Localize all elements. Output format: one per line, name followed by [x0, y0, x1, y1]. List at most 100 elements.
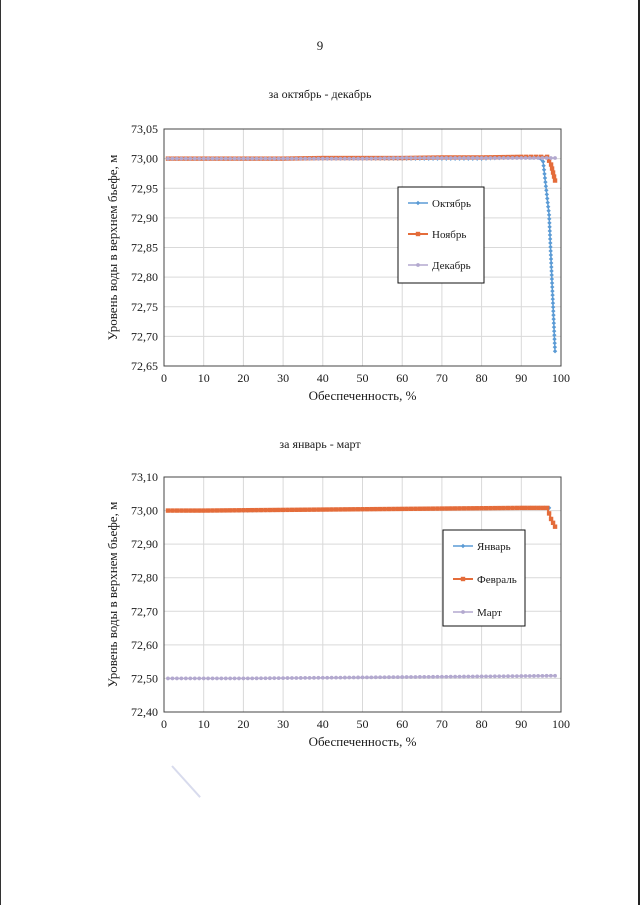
series-marker [550, 284, 555, 290]
series-marker [448, 506, 453, 511]
series-marker [351, 675, 356, 680]
series-marker [347, 675, 352, 680]
series-marker [417, 675, 422, 679]
series-marker [417, 506, 423, 511]
series-marker [206, 676, 211, 681]
series-marker [422, 506, 427, 511]
series-marker [404, 506, 409, 512]
series-marker [435, 156, 440, 160]
series-marker [404, 156, 409, 160]
series-marker [431, 156, 435, 160]
series-marker [347, 507, 352, 512]
series-marker [497, 674, 502, 679]
data-point [165, 508, 171, 513]
series-marker [316, 675, 321, 680]
x-tick-label: 10 [198, 371, 210, 385]
series-marker [444, 674, 449, 679]
series-marker [550, 520, 556, 526]
series-marker [325, 507, 330, 512]
series-marker [289, 507, 295, 513]
y-tick-label: 72,85 [131, 241, 158, 255]
series-marker [219, 156, 224, 161]
series-marker [254, 676, 259, 681]
series-marker [307, 507, 312, 512]
series-marker [462, 156, 466, 160]
series-marker [254, 156, 259, 161]
series-marker [544, 156, 549, 160]
series-marker [369, 156, 374, 161]
y-tick-label: 73,10 [131, 470, 158, 484]
series-marker [276, 156, 281, 161]
x-tick-label: 20 [237, 371, 249, 385]
series-marker [536, 674, 541, 678]
series-marker [325, 156, 330, 161]
series-marker [303, 676, 308, 680]
series-marker [329, 156, 334, 161]
series-marker [338, 675, 343, 680]
series-marker [540, 505, 546, 511]
y-axis-label: Уровень воды в верхнем бьефе, м [105, 155, 120, 341]
series-marker [210, 676, 215, 681]
y-tick-label: 72,90 [131, 211, 158, 225]
series-marker [267, 507, 273, 513]
series-marker [382, 506, 387, 512]
series-marker [549, 276, 555, 282]
series-marker [237, 676, 241, 681]
legend-label-февраль: Февраль [477, 574, 517, 586]
x-tick-label: 50 [357, 371, 369, 385]
series-marker [409, 675, 413, 679]
series-marker [549, 272, 554, 278]
series-marker [548, 260, 554, 266]
x-tick-label: 100 [552, 371, 570, 385]
data-point [400, 506, 405, 512]
series-marker [549, 280, 555, 286]
series-marker [236, 508, 242, 513]
series-marker [541, 167, 547, 172]
series-marker [466, 674, 471, 679]
series-marker [192, 156, 197, 161]
series-marker [364, 506, 370, 512]
y-tick-label: 73,00 [131, 504, 158, 518]
series-marker [197, 156, 202, 161]
series-marker [250, 507, 255, 513]
series-marker [547, 216, 552, 222]
scan-edge-right [638, 0, 640, 905]
data-point [360, 675, 365, 680]
series-marker [245, 507, 251, 513]
series-marker [547, 220, 552, 226]
series-marker [457, 156, 462, 160]
series-marker [532, 156, 536, 160]
y-tick-label: 72,95 [131, 181, 158, 195]
series-marker [547, 224, 552, 230]
series-marker [551, 320, 557, 326]
line-chart-jan-mar: 0 10 20 30 40 50 60 70 80 90 100 72,40 72,50 72,60 72,… [105, 470, 570, 749]
series-marker [223, 508, 228, 513]
series-marker [391, 675, 396, 680]
series-marker [550, 292, 555, 298]
series-marker [250, 676, 255, 681]
series-marker [552, 336, 557, 342]
series-marker [395, 675, 400, 680]
series-marker [294, 156, 299, 161]
series-marker [174, 508, 180, 513]
series-marker [378, 675, 383, 680]
y-tick-label: 73,00 [131, 152, 158, 166]
series-marker [290, 156, 294, 161]
series-marker [408, 506, 414, 512]
series-marker [448, 156, 453, 160]
series-marker [462, 674, 466, 679]
y-tick-label: 72,80 [131, 270, 158, 284]
series-marker [466, 506, 471, 511]
series-marker [501, 505, 506, 511]
series-marker [395, 506, 400, 512]
series-marker [285, 156, 290, 161]
series-marker [378, 156, 383, 161]
series-marker [413, 156, 418, 160]
series-marker [214, 508, 220, 513]
series-marker [215, 676, 219, 681]
series-marker [219, 508, 224, 513]
series-marker [329, 507, 334, 512]
series-marker [259, 156, 263, 161]
series-marker [215, 156, 219, 161]
series-marker [290, 676, 294, 680]
